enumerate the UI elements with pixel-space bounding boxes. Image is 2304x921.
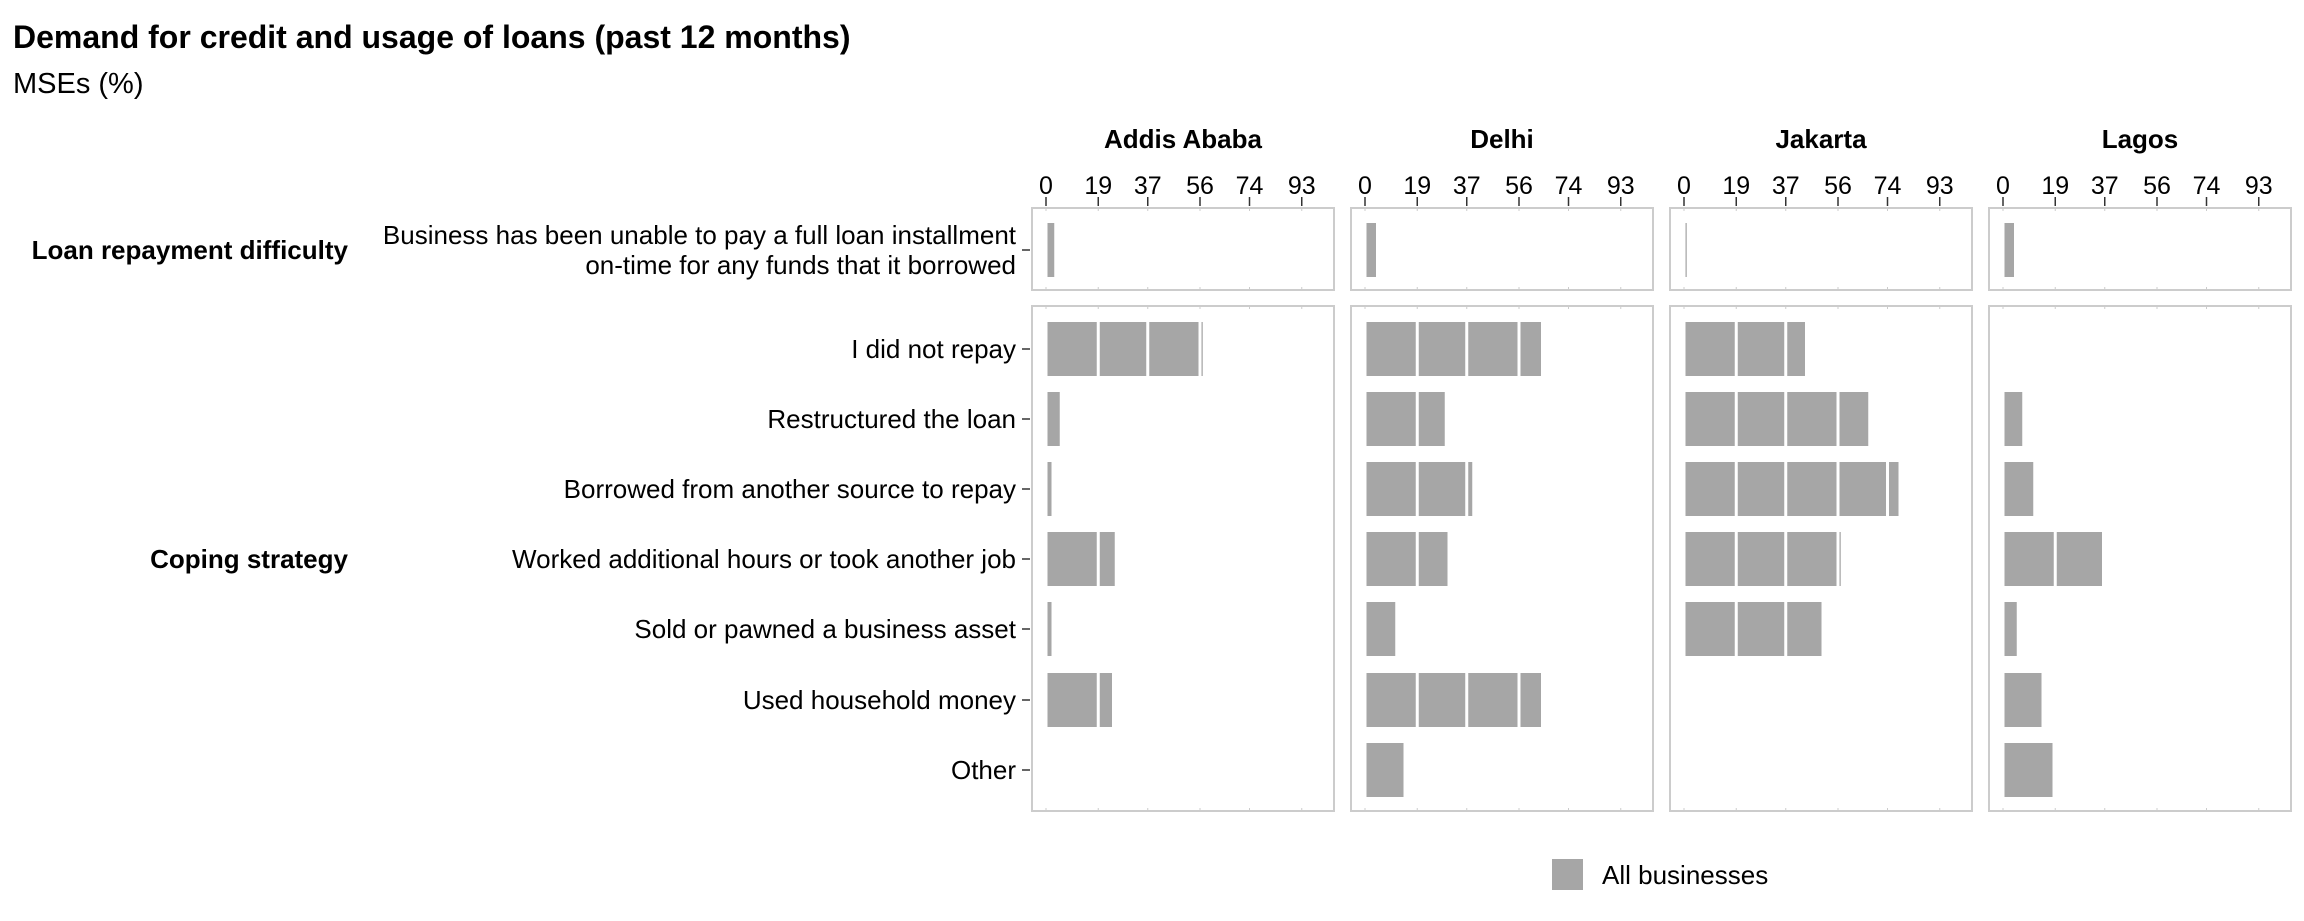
facet-label: Addis Ababa [1104,124,1262,154]
x-tick-label: 0 [1039,172,1053,200]
group-label: Loan repayment difficulty [32,235,349,265]
bar [2003,392,2023,446]
panel-border [1669,207,1973,291]
x-tick-label: 37 [1453,172,1481,200]
bar [1046,223,1055,277]
x-tick-label: 74 [1874,172,1902,200]
x-tick-label: 56 [1186,172,1214,200]
x-tick-label: 19 [2041,172,2069,200]
x-tick-label: 37 [2091,172,2119,200]
x-tick-label: 74 [2193,172,2221,200]
x-tick-label: 37 [1134,172,1162,200]
x-tick-label: 93 [1607,172,1635,200]
chart-subtitle: MSEs (%) [13,68,144,100]
category-label: Restructured the loan [767,404,1016,434]
x-tick-label: 74 [1236,172,1264,200]
group-label: Coping strategy [150,544,348,574]
panel-border [1988,207,2292,291]
x-tick-label: 37 [1772,172,1800,200]
bar [2003,462,2034,516]
x-tick-label: 93 [2245,172,2273,200]
category-label: Borrowed from another source to repay [564,474,1016,504]
plot-area: Addis Ababa 0 19 37 56 74 93 Delhi 0 19 37 56 74 93 Ja… [32,124,2292,890]
legend-label: All businesses [1602,860,1768,890]
x-tick-label: 0 [1358,172,1372,200]
category-label: Worked additional hours or took another … [512,544,1016,574]
bar [2003,743,2053,797]
bar [2003,532,2102,586]
category-label: Used household money [743,685,1016,715]
panel-border [1350,207,1654,291]
bar [1046,532,1115,586]
bar [1046,392,1060,446]
bar [1684,462,1899,516]
bar [1365,673,1541,727]
panel-border [1031,207,1335,291]
bar [1684,602,1822,656]
bar [1365,223,1376,277]
bar [1684,532,1841,586]
category-label: Other [951,755,1016,785]
x-tick-label: 56 [1505,172,1533,200]
bar [1365,602,1396,656]
bar [2003,673,2042,727]
x-tick-label: 19 [1084,172,1112,200]
bar [1046,322,1203,376]
bar [2003,602,2017,656]
panel-border [1988,305,2292,812]
panel-border [1669,305,1973,812]
x-tick-label: 93 [1926,172,1954,200]
bar [1365,322,1541,376]
x-tick-label: 74 [1555,172,1583,200]
category-label: Business has been unable to pay a full l… [383,220,1017,280]
x-tick-label: 0 [1677,172,1691,200]
category-label: I did not repay [851,334,1016,364]
bar [1046,462,1052,516]
x-tick-label: 19 [1403,172,1431,200]
category-label: Sold or pawned a business asset [634,614,1016,644]
panel-border [1350,305,1654,812]
x-tick-label: 56 [1824,172,1852,200]
bar [1365,532,1448,586]
facet-label: Jakarta [1775,124,1867,154]
bar [1046,673,1112,727]
x-tick-label: 0 [1996,172,2010,200]
panel-border [1031,305,1335,812]
bar [1365,743,1404,797]
bar [2003,223,2014,277]
legend-swatch [1552,859,1583,890]
bar [1365,392,1445,446]
facet-label: Delhi [1470,124,1534,154]
x-tick-label: 56 [2143,172,2171,200]
bar [1684,392,1869,446]
bar [1046,602,1052,656]
x-tick-label: 19 [1722,172,1750,200]
x-tick-label: 93 [1288,172,1316,200]
chart-title: Demand for credit and usage of loans (pa… [13,19,850,55]
facet-label: Lagos [2102,124,2179,154]
